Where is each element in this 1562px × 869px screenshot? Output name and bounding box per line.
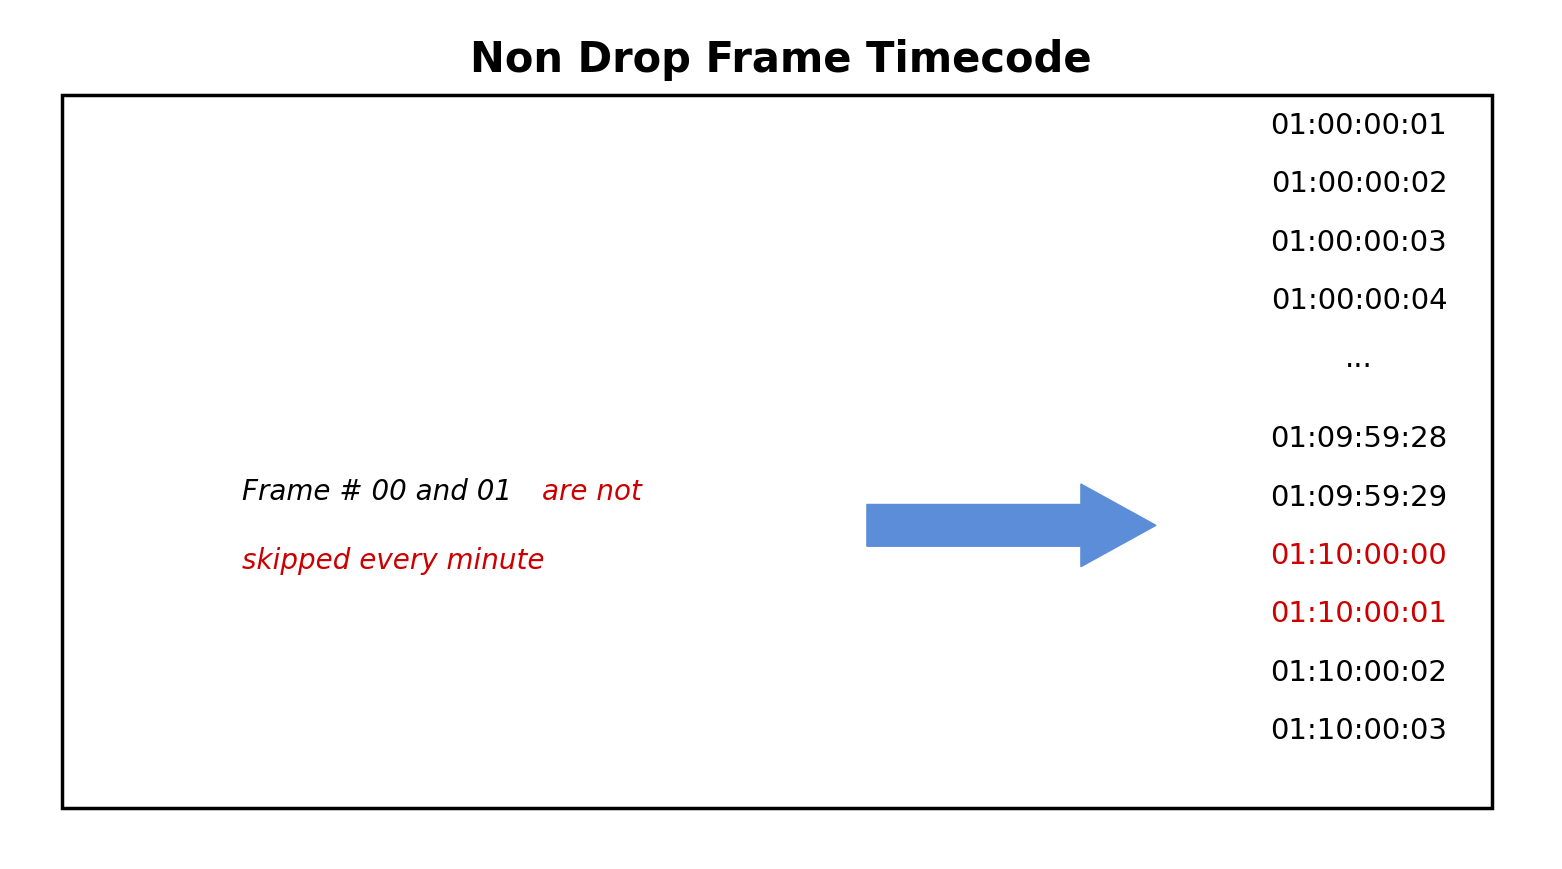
FancyBboxPatch shape — [62, 96, 1492, 808]
Text: ...: ... — [1345, 345, 1373, 373]
Text: 01:00:00:04: 01:00:00:04 — [1270, 287, 1448, 315]
Text: 01:09:59:28: 01:09:59:28 — [1270, 425, 1448, 453]
Text: 01:10:00:01: 01:10:00:01 — [1270, 600, 1448, 627]
Text: Frame # 00 and 01: Frame # 00 and 01 — [242, 477, 522, 505]
Text: 01:00:00:01: 01:00:00:01 — [1270, 112, 1448, 140]
Text: 01:10:00:03: 01:10:00:03 — [1270, 716, 1448, 744]
Text: 01:00:00:03: 01:00:00:03 — [1270, 229, 1448, 256]
Text: 01:09:59:29: 01:09:59:29 — [1270, 483, 1448, 511]
Text: 01:10:00:00: 01:10:00:00 — [1270, 541, 1448, 569]
Text: are not: are not — [542, 477, 642, 505]
Text: 01:00:00:02: 01:00:00:02 — [1270, 170, 1448, 198]
Text: 01:10:00:02: 01:10:00:02 — [1270, 658, 1448, 686]
Text: skipped every minute: skipped every minute — [242, 547, 545, 574]
Text: Non Drop Frame Timecode: Non Drop Frame Timecode — [470, 39, 1092, 81]
FancyArrow shape — [867, 484, 1156, 567]
